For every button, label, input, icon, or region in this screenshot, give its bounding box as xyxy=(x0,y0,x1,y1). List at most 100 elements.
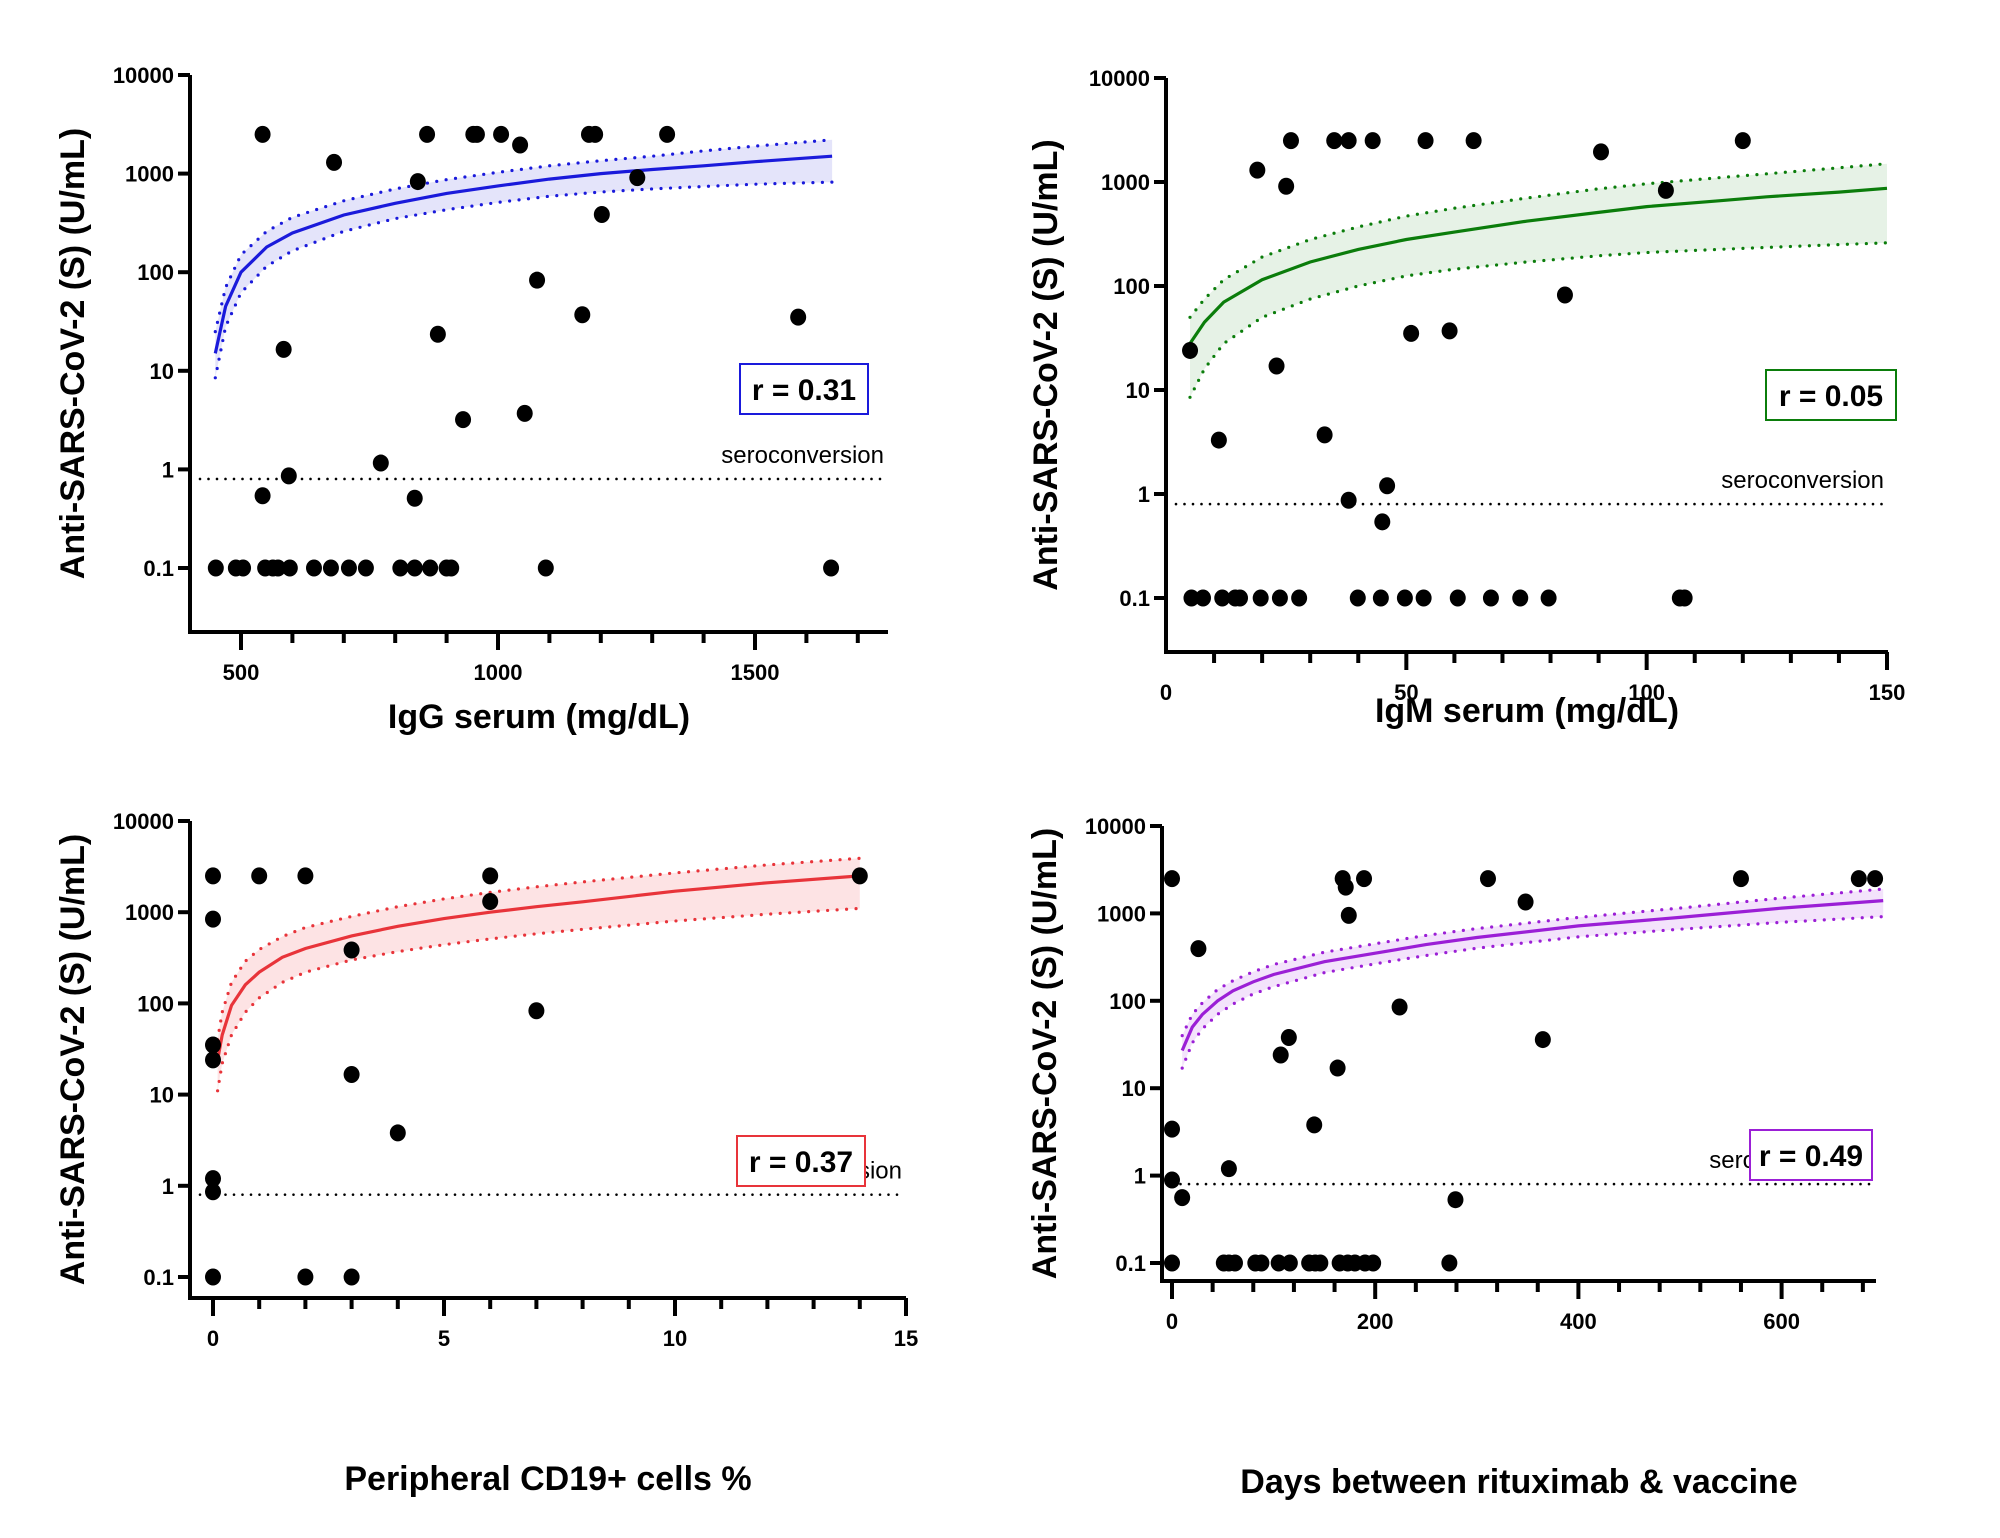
data-point xyxy=(1850,870,1867,888)
data-point xyxy=(1329,1059,1346,1077)
data-point xyxy=(1512,589,1529,607)
correlation-label: r = 0.05 xyxy=(1779,380,1883,413)
data-point xyxy=(372,454,389,472)
y-tick-label: 10000 xyxy=(1085,814,1146,839)
data-point xyxy=(443,559,460,577)
y-tick-label: 100 xyxy=(137,991,174,1016)
data-point xyxy=(629,169,646,187)
y-tick-label: 10 xyxy=(1122,1076,1146,1101)
data-point xyxy=(528,1002,545,1020)
data-point xyxy=(422,559,439,577)
data-point xyxy=(537,559,554,577)
data-point xyxy=(254,125,271,143)
data-point xyxy=(1417,132,1434,150)
data-point xyxy=(512,136,529,154)
data-point xyxy=(419,125,436,143)
y-axis-title: Anti-SARS-CoV-2 (S) (U/mL) xyxy=(54,128,92,579)
x-tick-label: 150 xyxy=(1869,680,1906,705)
y-tick-label: 1000 xyxy=(1097,901,1146,926)
correlation-box xyxy=(736,1135,866,1187)
regression-curve xyxy=(216,874,860,1061)
x-tick-label: 0 xyxy=(1160,680,1172,705)
data-point xyxy=(493,125,510,143)
x-tick-label: 15 xyxy=(894,1326,918,1351)
data-point xyxy=(343,941,360,959)
data-point xyxy=(1280,1029,1297,1047)
x-tick-label: 50 xyxy=(1394,680,1418,705)
x-axis-title: Peripheral CD19+ cells % xyxy=(344,1460,751,1498)
data-point xyxy=(326,153,343,171)
data-point xyxy=(1379,477,1396,495)
seroconversion-label: seroconversion xyxy=(1721,467,1884,494)
data-point xyxy=(305,559,322,577)
data-point xyxy=(205,1183,221,1201)
data-point xyxy=(207,559,224,577)
data-point xyxy=(1340,491,1357,509)
correlation-box xyxy=(1749,1129,1873,1181)
data-point xyxy=(1734,132,1751,150)
upper-confidence-line xyxy=(1188,162,1889,319)
data-point xyxy=(1517,893,1534,911)
y-tick-label: 10 xyxy=(150,359,174,384)
data-point xyxy=(270,559,287,577)
panel-igm: seroconversion 0.1 1 10 100 1000 10000 0 50 100 15… xyxy=(1027,66,1905,730)
data-point xyxy=(516,404,533,422)
data-point xyxy=(659,125,676,143)
data-point xyxy=(281,559,298,577)
x-tick-label: 100 xyxy=(1628,680,1665,705)
data-point xyxy=(297,1268,314,1286)
data-point xyxy=(235,559,252,577)
data-point xyxy=(1356,870,1373,888)
y-tick-label: 0.1 xyxy=(1119,586,1150,611)
data-point xyxy=(1340,906,1357,924)
regression-curve xyxy=(1180,899,1884,1052)
data-point xyxy=(409,173,426,191)
data-point xyxy=(1396,589,1413,607)
panel-igg: seroconversion 0.1 1 10 100 1000 10000 500 1000 1… xyxy=(54,63,888,736)
data-point xyxy=(1374,513,1391,531)
data-point xyxy=(1479,870,1496,888)
y-tick-label: 10000 xyxy=(113,63,174,88)
y-tick-label: 1 xyxy=(1134,1164,1146,1189)
data-point xyxy=(482,867,499,885)
data-point xyxy=(1365,1254,1382,1272)
y-tick-label: 10 xyxy=(150,1083,174,1108)
x-tick-label: 0 xyxy=(207,1326,219,1351)
data-point xyxy=(1447,1191,1464,1209)
data-point xyxy=(297,867,314,885)
y-tick-label: 10000 xyxy=(113,809,174,834)
data-point xyxy=(205,1036,221,1054)
data-point xyxy=(823,559,840,577)
data-point xyxy=(1312,1254,1329,1272)
x-tick-label: 1000 xyxy=(474,660,523,685)
data-point xyxy=(1214,589,1231,607)
data-point xyxy=(1316,426,1333,444)
x-axis-title: Days between rituximab & vaccine xyxy=(1240,1463,1797,1501)
data-point xyxy=(1220,1160,1237,1178)
data-point xyxy=(1174,1189,1191,1207)
y-tick-label: 100 xyxy=(1113,274,1150,299)
data-point xyxy=(406,559,423,577)
data-point xyxy=(1291,589,1308,607)
x-tick-label: 200 xyxy=(1357,1309,1394,1334)
correlation-label: r = 0.37 xyxy=(749,1146,853,1179)
data-point xyxy=(1326,132,1343,150)
data-point xyxy=(1183,589,1200,607)
data-point xyxy=(322,559,339,577)
data-point xyxy=(468,125,485,143)
data-point xyxy=(1210,431,1227,449)
data-point xyxy=(1268,357,1285,375)
data-point xyxy=(1534,1031,1551,1049)
data-point xyxy=(429,325,446,343)
y-tick-label: 0.1 xyxy=(143,556,174,581)
data-point xyxy=(1195,589,1212,607)
y-tick-label: 1 xyxy=(162,457,174,482)
x-tick-label: 5 xyxy=(438,1326,450,1351)
data-point xyxy=(1465,132,1482,150)
data-point xyxy=(205,867,221,885)
data-point xyxy=(1441,1254,1458,1272)
data-point xyxy=(1252,589,1269,607)
y-tick-label: 0.1 xyxy=(1115,1251,1146,1276)
data-point xyxy=(1272,1046,1289,1064)
data-point xyxy=(275,340,292,358)
